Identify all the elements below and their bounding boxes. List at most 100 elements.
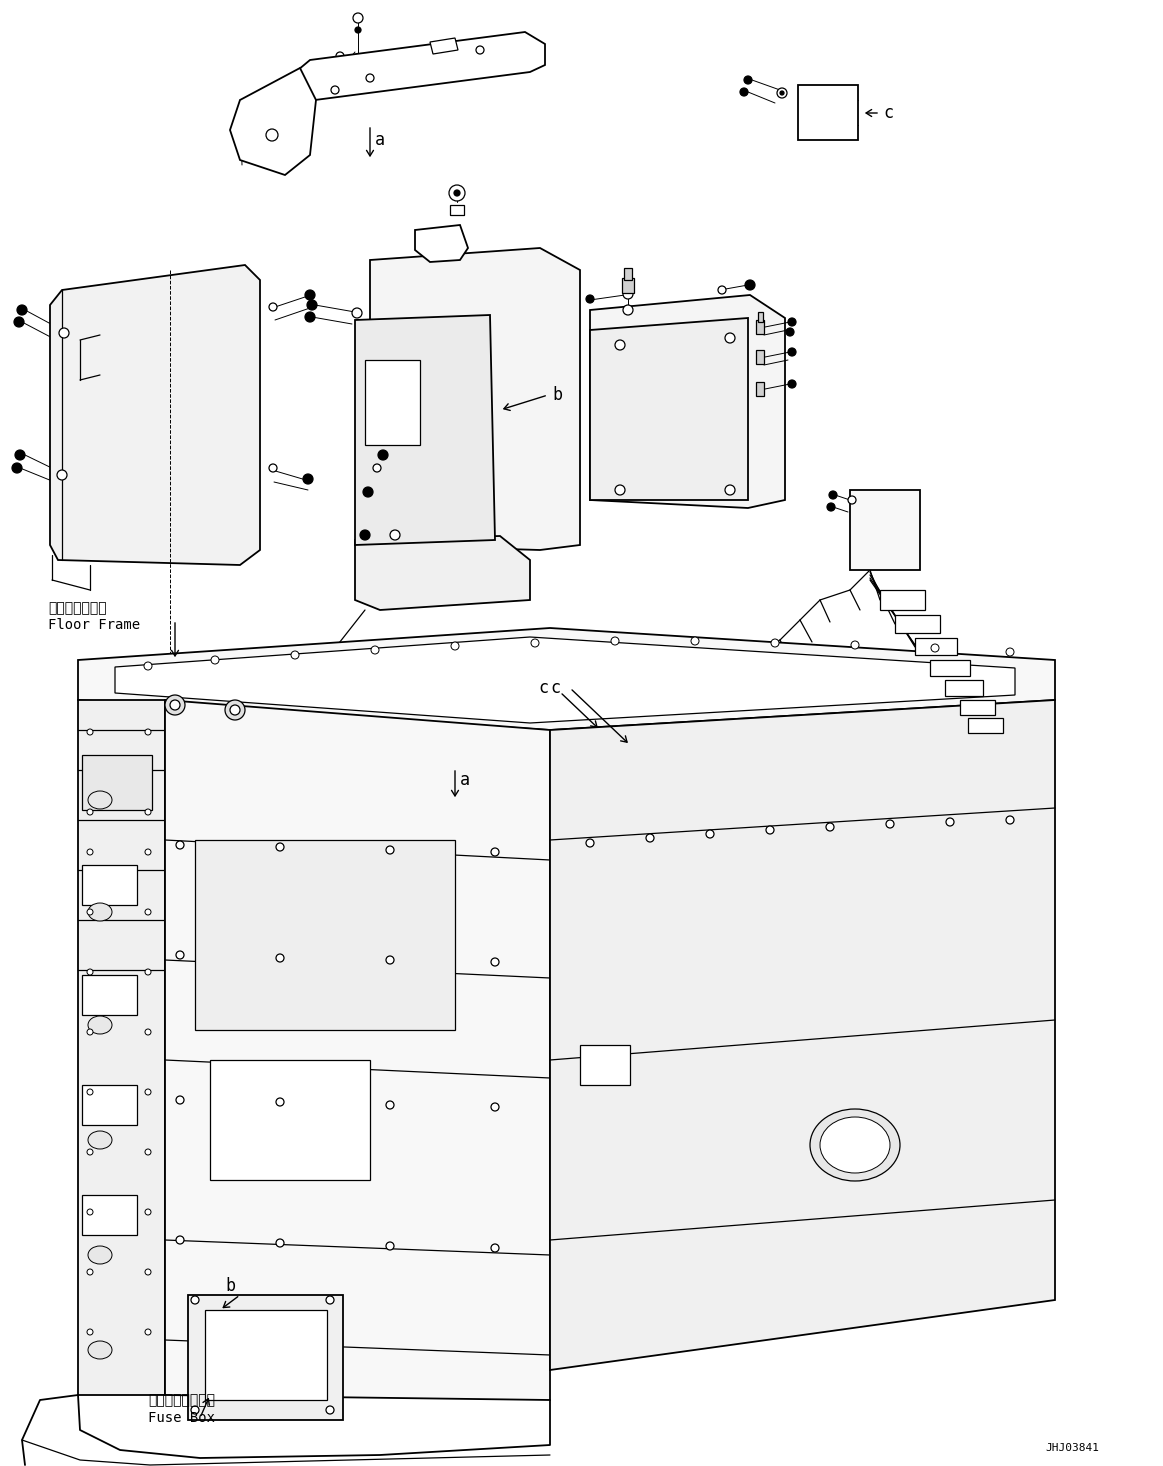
- Polygon shape: [415, 224, 468, 262]
- Circle shape: [744, 76, 752, 84]
- Circle shape: [87, 909, 93, 915]
- Bar: [211, 1060, 370, 1180]
- Circle shape: [363, 487, 373, 497]
- Circle shape: [307, 301, 317, 309]
- Circle shape: [378, 450, 388, 460]
- Circle shape: [491, 1245, 499, 1252]
- Text: a: a: [374, 130, 385, 150]
- Circle shape: [14, 317, 24, 327]
- Bar: [83, 865, 137, 905]
- Circle shape: [848, 496, 856, 504]
- Circle shape: [176, 841, 184, 849]
- Circle shape: [59, 328, 69, 339]
- Circle shape: [615, 485, 625, 496]
- Bar: [756, 383, 764, 396]
- Circle shape: [87, 1209, 93, 1215]
- Circle shape: [386, 846, 394, 855]
- Circle shape: [354, 13, 363, 23]
- Circle shape: [390, 531, 400, 539]
- Polygon shape: [590, 318, 748, 500]
- Circle shape: [725, 333, 735, 343]
- Circle shape: [851, 641, 859, 649]
- Circle shape: [87, 1089, 93, 1095]
- Circle shape: [145, 1089, 151, 1095]
- Circle shape: [276, 1098, 284, 1105]
- Bar: [756, 350, 764, 364]
- Circle shape: [87, 809, 93, 815]
- Circle shape: [786, 328, 794, 336]
- Text: Floor Frame: Floor Frame: [48, 619, 140, 632]
- Bar: [622, 279, 634, 293]
- Circle shape: [725, 485, 735, 496]
- Circle shape: [352, 308, 362, 318]
- Circle shape: [87, 1270, 93, 1275]
- Text: Fuse Box: Fuse Box: [148, 1410, 215, 1425]
- Circle shape: [87, 969, 93, 975]
- Circle shape: [176, 1097, 184, 1104]
- Bar: [83, 1085, 137, 1124]
- Circle shape: [145, 809, 151, 815]
- Circle shape: [145, 1149, 151, 1155]
- Text: b: b: [224, 1277, 235, 1294]
- Circle shape: [145, 1330, 151, 1336]
- Circle shape: [191, 1406, 199, 1415]
- Circle shape: [304, 474, 313, 484]
- Circle shape: [165, 695, 185, 715]
- Circle shape: [170, 699, 180, 710]
- Circle shape: [326, 1296, 334, 1303]
- Circle shape: [57, 471, 67, 479]
- Circle shape: [623, 289, 633, 299]
- Circle shape: [145, 729, 151, 734]
- Circle shape: [611, 638, 619, 645]
- Circle shape: [386, 956, 394, 965]
- Circle shape: [87, 849, 93, 855]
- Polygon shape: [115, 638, 1015, 723]
- Circle shape: [276, 1239, 284, 1248]
- Circle shape: [771, 639, 779, 647]
- Circle shape: [623, 305, 633, 315]
- Circle shape: [476, 45, 484, 54]
- Circle shape: [1006, 817, 1014, 824]
- Circle shape: [176, 951, 184, 959]
- Circle shape: [211, 655, 219, 664]
- Bar: [896, 616, 940, 633]
- Circle shape: [87, 1330, 93, 1336]
- Circle shape: [386, 1242, 394, 1250]
- Circle shape: [145, 969, 151, 975]
- Text: c: c: [538, 679, 548, 696]
- Ellipse shape: [88, 1246, 112, 1264]
- Polygon shape: [550, 699, 1055, 1371]
- Polygon shape: [78, 699, 165, 1396]
- Polygon shape: [590, 295, 785, 509]
- Circle shape: [276, 954, 284, 962]
- Bar: [880, 589, 925, 610]
- Circle shape: [386, 1101, 394, 1108]
- Bar: [195, 840, 455, 1031]
- Bar: [83, 755, 152, 811]
- Circle shape: [361, 531, 370, 539]
- Circle shape: [145, 1209, 151, 1215]
- Circle shape: [305, 290, 315, 301]
- Circle shape: [451, 642, 459, 649]
- Ellipse shape: [88, 903, 112, 921]
- Circle shape: [531, 639, 538, 647]
- Bar: [968, 718, 1003, 733]
- Ellipse shape: [88, 792, 112, 809]
- Circle shape: [706, 830, 714, 839]
- Circle shape: [718, 286, 726, 295]
- Circle shape: [454, 191, 461, 196]
- Bar: [625, 268, 632, 280]
- Polygon shape: [230, 67, 316, 174]
- Bar: [946, 680, 983, 696]
- Polygon shape: [370, 248, 580, 550]
- Circle shape: [336, 51, 344, 60]
- Circle shape: [17, 305, 27, 315]
- Circle shape: [691, 638, 699, 645]
- Circle shape: [826, 822, 834, 831]
- Polygon shape: [298, 32, 545, 100]
- Circle shape: [230, 705, 240, 715]
- Circle shape: [191, 1296, 199, 1303]
- Circle shape: [827, 503, 835, 512]
- Bar: [915, 638, 957, 655]
- Polygon shape: [78, 627, 1055, 730]
